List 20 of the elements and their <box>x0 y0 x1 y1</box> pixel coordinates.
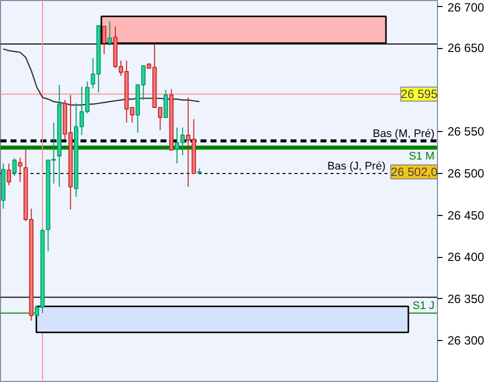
candlestick <box>18 157 22 182</box>
ref-line-label: S1 J <box>412 300 435 312</box>
ref-line-label: Bas (J, Pré) <box>327 160 386 173</box>
y-tick-label: 26 700 <box>448 0 485 14</box>
ref-line-label: 26 595 <box>400 87 438 102</box>
candlestick <box>12 158 17 177</box>
y-tick-label: 26 300 <box>448 334 485 348</box>
y-tick-label: 26 350 <box>448 292 485 306</box>
candlestick <box>164 89 168 118</box>
annotation: 26 502,0 <box>390 164 438 179</box>
candlestick <box>108 20 112 46</box>
ref-line-label: S1 M <box>408 150 435 163</box>
candlestick <box>102 26 106 54</box>
y-tick-label: 26 550 <box>448 124 485 139</box>
candlestick <box>6 163 12 186</box>
y-tick-label: 26 500 <box>448 166 485 181</box>
y-tick-label: 26 400 <box>448 250 485 264</box>
y-tick-label: 26 450 <box>448 208 485 222</box>
ref-line-label: Bas (M, Pré) <box>372 128 435 140</box>
y-tick-label: 26 650 <box>448 41 485 56</box>
